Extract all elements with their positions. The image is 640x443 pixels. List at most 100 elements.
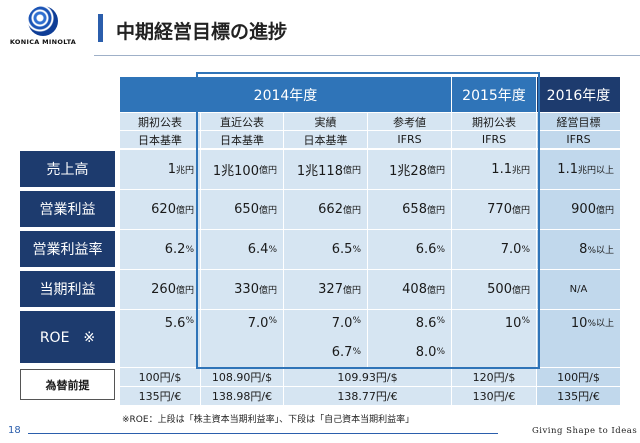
value-number: 10 bbox=[570, 316, 588, 331]
row-label-operating-margin: 営業利益率 bbox=[20, 231, 115, 267]
value-number: 6.4 bbox=[247, 242, 269, 257]
value-unit: % bbox=[436, 347, 445, 357]
row-label-roe: ROE ※ bbox=[20, 311, 115, 363]
value-unit: % bbox=[352, 244, 361, 255]
page-number: 18 bbox=[8, 425, 21, 436]
rate-col5-usd: 120円/$ bbox=[452, 368, 536, 386]
value-number: 770 bbox=[487, 202, 512, 217]
value-unit: 億円 bbox=[258, 166, 277, 176]
subheader-1-col5: 期初公表 bbox=[452, 113, 536, 130]
value-r4-c4: 10% bbox=[452, 310, 536, 367]
value-number: 900 bbox=[571, 202, 596, 217]
value-r2-c0: 6.2% bbox=[120, 230, 200, 269]
value-r1-c3: 658 億円 bbox=[368, 190, 451, 229]
value-r2-c2: 6.5% bbox=[284, 230, 367, 269]
value-unit: 億円 bbox=[511, 206, 530, 216]
value-unit: % bbox=[185, 316, 194, 326]
value-number: 6.2 bbox=[164, 242, 186, 257]
logo-text: KONICA MINOLTA bbox=[9, 38, 77, 46]
subheader-2-col5: IFRS bbox=[452, 131, 536, 148]
page-title: 中期経営目標の進捗 bbox=[116, 21, 288, 43]
subheader-1-col6: 経営目標 bbox=[537, 113, 620, 130]
roe-lower-value-1: 6.7% bbox=[284, 342, 367, 362]
value-r2-c4: 7.0% bbox=[452, 230, 536, 269]
subheader-1-col2: 直近公表 bbox=[201, 113, 283, 130]
subheader-2-col4: IFRS bbox=[368, 131, 451, 148]
value-r1-c2: 662 億円 bbox=[284, 190, 367, 229]
row-label-operating-profit: 営業利益 bbox=[20, 191, 115, 227]
value-number: 330 bbox=[234, 282, 259, 297]
value-r4-c1: 7.0% bbox=[201, 310, 283, 367]
value-unit: 億円 bbox=[342, 166, 361, 176]
value-number: 650 bbox=[234, 202, 259, 217]
value-unit: 億円 bbox=[258, 206, 277, 216]
value-number: 260 bbox=[151, 282, 176, 297]
footnote: ※ROE：上段は「株主資本当期利益率」、下段は「自己資本当期利益率」 bbox=[122, 415, 415, 425]
value-number: 6.5 bbox=[331, 242, 353, 257]
value-unit: % bbox=[352, 316, 361, 326]
value-r2-c1: 6.4% bbox=[201, 230, 283, 269]
value-r0-c5: 1.1 兆円以上 bbox=[537, 150, 620, 189]
value-unit: % bbox=[268, 244, 277, 255]
value-r4-c3: 8.6% bbox=[368, 310, 451, 367]
value-r3-c4: 500 億円 bbox=[452, 270, 536, 309]
value-number: 5.6 bbox=[164, 316, 186, 331]
value-number: 1兆100 bbox=[212, 164, 259, 179]
value-number: 7.0 bbox=[331, 316, 353, 331]
rate-col34-usd: 109.93円/$ bbox=[284, 368, 451, 386]
footer-divider bbox=[28, 433, 498, 434]
value-number: 1 bbox=[167, 162, 176, 177]
value-r3-c1: 330 億円 bbox=[201, 270, 283, 309]
value-r1-c5: 900 億円 bbox=[537, 190, 620, 229]
year-header-2014: 2014年度 bbox=[120, 77, 451, 112]
value-unit: % bbox=[185, 244, 194, 255]
value-unit: 億円 bbox=[426, 286, 445, 296]
value-number: N/A bbox=[569, 284, 588, 295]
value-number: 7.0 bbox=[247, 316, 269, 331]
value-unit: 億円 bbox=[258, 286, 277, 296]
value-number: 327 bbox=[318, 282, 343, 297]
year-header-2016: 2016年度 bbox=[537, 77, 620, 112]
slogan: Giving Shape to Ideas bbox=[532, 426, 638, 436]
value-unit: 億円 bbox=[342, 286, 361, 296]
row-label-exchange-rate: 為替前提 bbox=[20, 369, 115, 400]
value-r1-c4: 770 億円 bbox=[452, 190, 536, 229]
value-unit: 億円 bbox=[426, 206, 445, 216]
value-r2-c5: 8 %以上 bbox=[537, 230, 620, 269]
value-r1-c0: 620 億円 bbox=[120, 190, 200, 229]
value-number: 1.1 bbox=[557, 162, 578, 177]
value-number: 620 bbox=[151, 202, 176, 217]
value-unit: 兆円 bbox=[511, 166, 530, 176]
rate-col6-eur: 135円/€ bbox=[537, 387, 620, 405]
value-number: 1兆118 bbox=[296, 164, 343, 179]
value-unit: % bbox=[436, 316, 445, 326]
value-unit: % bbox=[268, 316, 277, 326]
value-r0-c1: 1兆100 億円 bbox=[201, 150, 283, 189]
value-number: 6.6 bbox=[415, 242, 437, 257]
value-number: 662 bbox=[318, 202, 343, 217]
value-unit: 億円 bbox=[595, 206, 614, 216]
rate-col2-eur: 138.98円/€ bbox=[201, 387, 283, 405]
subheader-2-col6: IFRS bbox=[537, 131, 620, 148]
globe-logo-icon bbox=[28, 6, 58, 36]
value-number: 658 bbox=[402, 202, 427, 217]
value-number: 6.7 bbox=[331, 344, 353, 360]
value-unit: %以上 bbox=[587, 319, 614, 329]
value-unit: % bbox=[352, 347, 361, 357]
value-unit: 億円 bbox=[175, 206, 194, 216]
roe-lower-value-2: 8.0% bbox=[368, 342, 451, 362]
subheader-1-col4: 参考値 bbox=[368, 113, 451, 130]
value-r1-c1: 650 億円 bbox=[201, 190, 283, 229]
value-r4-c2: 7.0% bbox=[284, 310, 367, 367]
value-unit: % bbox=[436, 244, 445, 255]
value-unit: % bbox=[521, 244, 530, 255]
title-accent-bar bbox=[98, 14, 103, 42]
row-label-net-income: 当期利益 bbox=[20, 271, 115, 307]
value-number: 7.0 bbox=[500, 242, 522, 257]
value-unit: 億円 bbox=[426, 166, 445, 176]
value-number: 408 bbox=[402, 282, 427, 297]
value-unit: 億円 bbox=[175, 286, 194, 296]
subheader-1-col3: 実績 bbox=[284, 113, 367, 130]
header-divider bbox=[94, 55, 640, 56]
value-unit: 兆円 bbox=[175, 166, 194, 176]
